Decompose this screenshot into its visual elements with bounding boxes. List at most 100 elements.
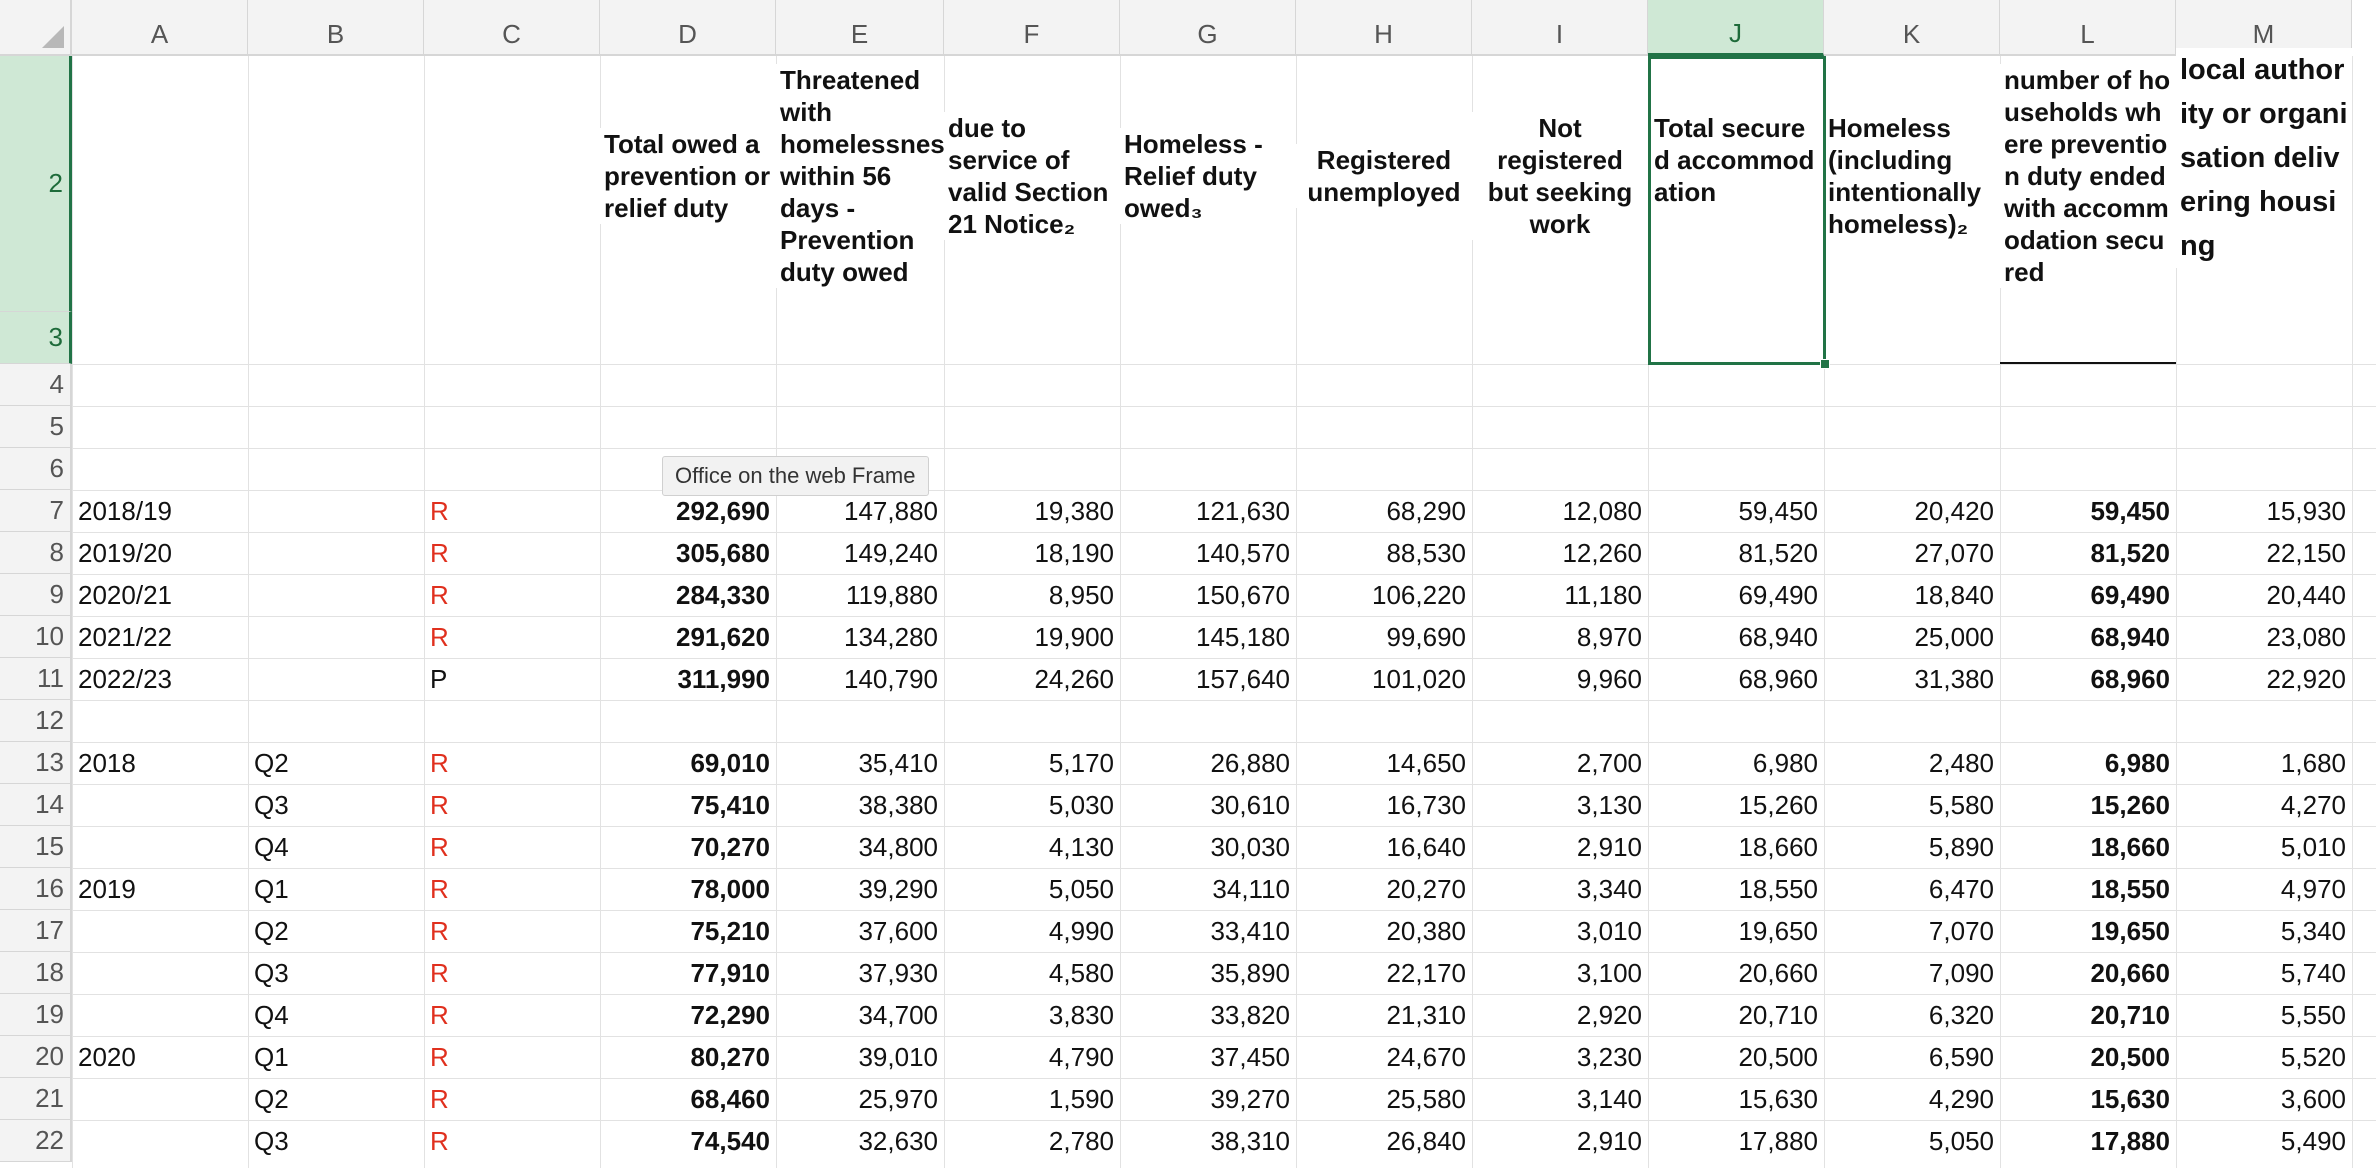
- cell-f-row[interactable]: 8,950: [1048, 579, 1114, 610]
- cell-m-row[interactable]: 5,010: [2280, 831, 2346, 862]
- cell-b-row[interactable]: Q3: [254, 1125, 289, 1156]
- cell-k-row[interactable]: 31,380: [1914, 663, 1994, 694]
- cell-f-row[interactable]: 24,260: [1034, 663, 1114, 694]
- cell-e-row[interactable]: 38,380: [858, 789, 938, 820]
- cell-f-row[interactable]: 2,780: [1048, 1125, 1114, 1156]
- cell-k-row[interactable]: 6,470: [1928, 873, 1994, 904]
- cell-g-row[interactable]: 30,610: [1210, 789, 1290, 820]
- cell-k-row[interactable]: 5,890: [1928, 831, 1994, 862]
- cell-b-row[interactable]: Q2: [254, 915, 289, 946]
- cell-j-row[interactable]: 69,490: [1738, 579, 1818, 610]
- cell-h-row[interactable]: 99,690: [1386, 621, 1466, 652]
- cell-f-row[interactable]: 3,830: [1048, 999, 1114, 1030]
- row-header-6[interactable]: 6: [0, 448, 72, 490]
- cell-g-row[interactable]: 30,030: [1210, 831, 1290, 862]
- column-header-i[interactable]: I: [1472, 0, 1648, 56]
- cell-i-row[interactable]: 3,130: [1576, 789, 1642, 820]
- cell-f-row[interactable]: 5,030: [1048, 789, 1114, 820]
- cell-d-row[interactable]: 70,270: [690, 831, 770, 862]
- cell-b-row[interactable]: Q2: [254, 747, 289, 778]
- cell-c-row[interactable]: R: [430, 1041, 449, 1072]
- cell-d-row[interactable]: 74,540: [690, 1125, 770, 1156]
- cell-d-row[interactable]: 80,270: [690, 1041, 770, 1072]
- cell-d-row[interactable]: 78,000: [690, 873, 770, 904]
- fill-handle[interactable]: [1820, 359, 1830, 369]
- row-header-14[interactable]: 14: [0, 784, 72, 826]
- cell-e-row[interactable]: 39,290: [858, 873, 938, 904]
- cell-k-row[interactable]: 2,480: [1928, 747, 1994, 778]
- cell-e-row[interactable]: 147,880: [844, 495, 938, 526]
- cell-l-row[interactable]: 68,940: [2090, 621, 2170, 652]
- cell-h-row[interactable]: 14,650: [1386, 747, 1466, 778]
- cell-k-row[interactable]: 7,090: [1928, 957, 1994, 988]
- cell-k-row[interactable]: 5,580: [1928, 789, 1994, 820]
- cell-g-row[interactable]: 33,410: [1210, 915, 1290, 946]
- cell-j-row[interactable]: 15,260: [1738, 789, 1818, 820]
- cell-f-row[interactable]: 19,900: [1034, 621, 1114, 652]
- cell-k-row[interactable]: 4,290: [1928, 1083, 1994, 1114]
- cell-h-row[interactable]: 16,730: [1386, 789, 1466, 820]
- cell-g-row[interactable]: 39,270: [1210, 1083, 1290, 1114]
- row-header-8[interactable]: 8: [0, 532, 72, 574]
- cell-c-row[interactable]: R: [430, 831, 449, 862]
- cell-e-row[interactable]: 149,240: [844, 537, 938, 568]
- cell-g-row[interactable]: 34,110: [1212, 873, 1290, 904]
- cell-h-row[interactable]: 88,530: [1386, 537, 1466, 568]
- cell-j-row[interactable]: 18,550: [1738, 873, 1818, 904]
- cell-e-row[interactable]: 34,800: [858, 831, 938, 862]
- cell-m-row[interactable]: 4,970: [2280, 873, 2346, 904]
- row-header-16[interactable]: 16: [0, 868, 72, 910]
- cell-a-row[interactable]: 2022/23: [78, 663, 172, 694]
- cell-l-row[interactable]: 59,450: [2090, 495, 2170, 526]
- cell-l-row[interactable]: 20,500: [2090, 1041, 2170, 1072]
- cell-h-row[interactable]: 24,670: [1386, 1041, 1466, 1072]
- cell-l-row[interactable]: 20,660: [2090, 957, 2170, 988]
- cell-h-row[interactable]: 106,220: [1372, 579, 1466, 610]
- cell-e-row[interactable]: 134,280: [844, 621, 938, 652]
- cell-f-row[interactable]: 4,580: [1048, 957, 1114, 988]
- cell-a-row[interactable]: 2020/21: [78, 579, 172, 610]
- cell-k-row[interactable]: 5,050: [1928, 1125, 1994, 1156]
- column-header-g[interactable]: G: [1120, 0, 1296, 56]
- cell-c-row[interactable]: R: [430, 747, 449, 778]
- cell-l-row[interactable]: 69,490: [2090, 579, 2170, 610]
- cell-j-row[interactable]: 68,960: [1738, 663, 1818, 694]
- cell-i-row[interactable]: 11,180: [1564, 579, 1642, 610]
- cell-g-row[interactable]: 145,180: [1196, 621, 1290, 652]
- cell-l-row[interactable]: 17,880: [2090, 1125, 2170, 1156]
- cell-j-row[interactable]: 81,520: [1738, 537, 1818, 568]
- cell-c-row[interactable]: R: [430, 999, 449, 1030]
- row-header-13[interactable]: 13: [0, 742, 72, 784]
- cell-c-row[interactable]: R: [430, 873, 449, 904]
- row-header-17[interactable]: 17: [0, 910, 72, 952]
- cell-i-row[interactable]: 2,910: [1576, 1125, 1642, 1156]
- cell-e-row[interactable]: 34,700: [858, 999, 938, 1030]
- cell-f-row[interactable]: 1,590: [1048, 1083, 1114, 1114]
- cell-i-row[interactable]: 3,230: [1576, 1041, 1642, 1072]
- cell-k-row[interactable]: 25,000: [1914, 621, 1994, 652]
- row-header-5[interactable]: 5: [0, 406, 72, 448]
- cell-d-row[interactable]: 75,410: [690, 789, 770, 820]
- cell-c-row[interactable]: R: [430, 915, 449, 946]
- cell-a-row[interactable]: 2018/19: [78, 495, 172, 526]
- cell-j-row[interactable]: 20,500: [1738, 1041, 1818, 1072]
- cell-a-row[interactable]: 2019: [78, 873, 136, 904]
- cell-l-row[interactable]: 6,980: [2104, 747, 2170, 778]
- cell-k-row[interactable]: 20,420: [1914, 495, 1994, 526]
- cell-m-row[interactable]: 5,520: [2280, 1041, 2346, 1072]
- cell-g-row[interactable]: 37,450: [1210, 1041, 1290, 1072]
- cell-j-row[interactable]: 20,710: [1738, 999, 1818, 1030]
- cell-b-row[interactable]: Q2: [254, 1083, 289, 1114]
- cell-e-row[interactable]: 37,600: [858, 915, 938, 946]
- row-header-11[interactable]: 11: [0, 658, 72, 700]
- cell-a-row[interactable]: 2019/20: [78, 537, 172, 568]
- cell-c-row[interactable]: R: [430, 1125, 449, 1156]
- cell-k-row[interactable]: 18,840: [1914, 579, 1994, 610]
- cell-e-row[interactable]: 39,010: [858, 1041, 938, 1072]
- cell-c-row[interactable]: R: [430, 579, 449, 610]
- column-header-l[interactable]: L: [2000, 0, 2176, 56]
- cell-k-row[interactable]: 6,590: [1928, 1041, 1994, 1072]
- row-header-20[interactable]: 20: [0, 1036, 72, 1078]
- cell-m-row[interactable]: 5,490: [2280, 1125, 2346, 1156]
- cell-j-row[interactable]: 19,650: [1738, 915, 1818, 946]
